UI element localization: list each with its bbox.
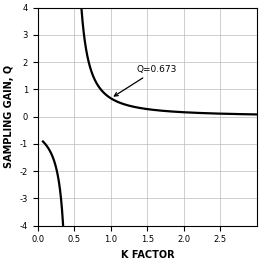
Text: Q=0.673: Q=0.673	[114, 65, 177, 96]
Y-axis label: SAMPLING GAIN, Q: SAMPLING GAIN, Q	[4, 65, 14, 168]
X-axis label: K FACTOR: K FACTOR	[121, 250, 174, 260]
